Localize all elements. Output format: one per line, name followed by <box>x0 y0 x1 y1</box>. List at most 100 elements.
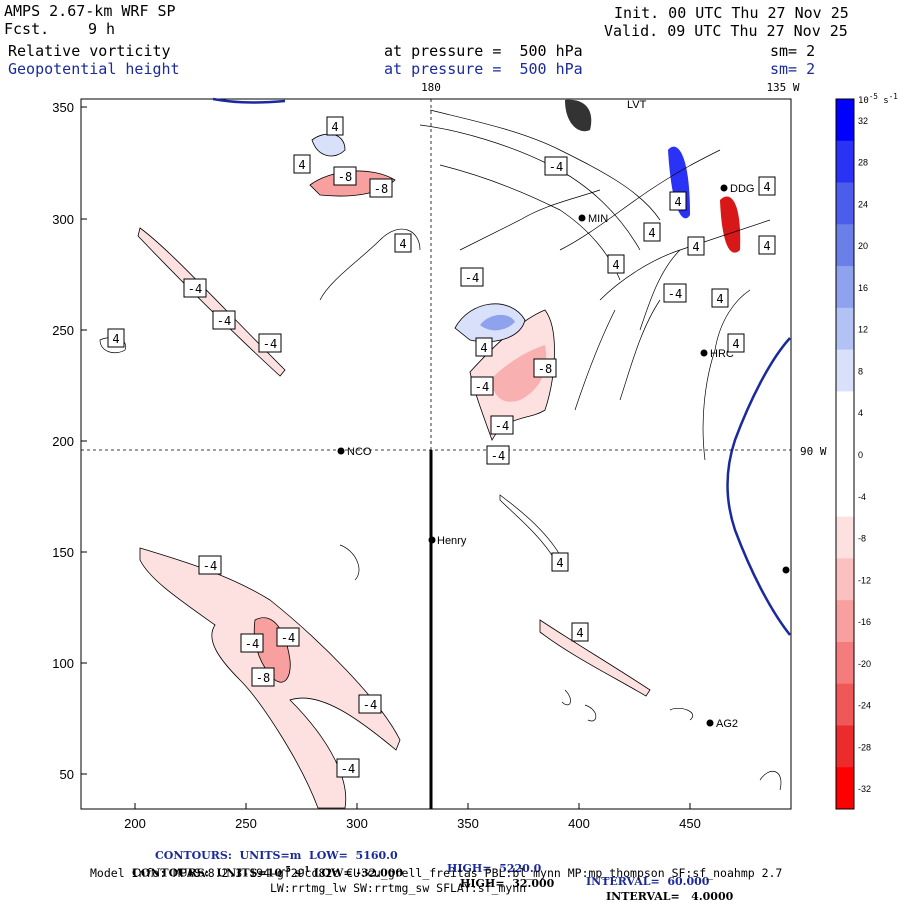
map-frame <box>80 98 792 810</box>
y-tick-label: 200 <box>52 434 74 449</box>
station-dot <box>782 566 790 574</box>
contour-label: 4 <box>648 226 655 240</box>
contour-label: -4 <box>203 559 217 573</box>
contour-label: 4 <box>674 195 681 209</box>
contour-label: -8 <box>338 170 352 184</box>
contour-label-box <box>490 415 514 435</box>
station-dot <box>700 349 708 357</box>
contour-label-box <box>394 233 412 253</box>
contour-label: 4 <box>576 626 583 640</box>
station-label: Henry <box>437 535 467 547</box>
contour-label: -4 <box>491 449 505 463</box>
footer-line1: CONTOURS: UNITS=m LOW= 5160.0 HIGH= 5220… <box>155 849 710 888</box>
init-time: Init. 00 UTC Thu 27 Nov 25 <box>614 4 849 22</box>
contour-label: 4 <box>112 332 119 346</box>
contour-label: -8 <box>538 362 552 376</box>
x-tick-label: 250 <box>235 816 257 831</box>
x-tick-label: 300 <box>346 816 368 831</box>
contour-label-box <box>240 633 264 653</box>
contour-label: 4 <box>331 120 338 134</box>
contour-label-box <box>571 622 589 642</box>
y-tick-label: 150 <box>52 545 74 560</box>
y-tick-label: 100 <box>52 656 74 671</box>
contour-label-box <box>533 358 557 378</box>
y-tick-label: 50 <box>60 767 74 782</box>
contour-label: -4 <box>263 337 277 351</box>
contour-label: -4 <box>245 637 259 651</box>
contour-label-box <box>758 176 776 196</box>
contour-label: -4 <box>281 631 295 645</box>
contour-label-box <box>727 333 745 353</box>
x-tick-label: 350 <box>457 816 479 831</box>
contour-label-box <box>486 445 510 465</box>
contour-label-box <box>276 627 300 647</box>
station-dot <box>578 214 586 222</box>
axis-ticks <box>81 106 691 809</box>
contour-label: 4 <box>480 341 487 355</box>
contour-label: 4 <box>692 240 699 254</box>
contour-label: 4 <box>298 158 305 172</box>
contour-label: -4 <box>188 282 202 296</box>
field1-name: Relative vorticity <box>8 42 171 60</box>
forecast-label: Fcst. <box>4 20 50 38</box>
geopotential-contours <box>212 97 791 636</box>
contour-label-box <box>551 552 569 572</box>
station-label: MIN <box>588 213 608 225</box>
meridian-135w-label: 135 W <box>766 81 799 94</box>
y-axis-labels: 350 300 250 200 150 100 50 <box>52 100 74 782</box>
contour-label: 4 <box>763 180 770 194</box>
station-dot <box>720 184 728 192</box>
x-tick-label: 400 <box>568 816 590 831</box>
contour-label-box <box>258 333 282 353</box>
contour-label-box <box>183 278 207 298</box>
valid-time: Valid. 09 UTC Thu 27 Nov 25 <box>604 22 848 40</box>
x-axis-labels: 200 250 300 350 400 450 <box>124 816 701 831</box>
model-info: Model Info: MPASv8.2.3-194-gf29cd82c CU:… <box>90 866 783 880</box>
contour-label: -4 <box>495 419 509 433</box>
x-tick-label: 450 <box>679 816 701 831</box>
forecast-hour: 9 h <box>88 20 116 38</box>
field2-name: Geopotential height <box>8 60 180 78</box>
field1-level: at pressure = 500 hPa <box>384 42 583 60</box>
contour-label-box <box>758 235 776 255</box>
contour-label-box <box>212 310 236 330</box>
contour-label: -4 <box>465 271 479 285</box>
contour-label: 4 <box>612 258 619 272</box>
contour-label-box <box>643 222 661 242</box>
smoothing1: sm= 2 <box>770 42 816 60</box>
contour-label-box <box>251 667 275 687</box>
model-info-physics: LW:rrtmg_lw SW:rrtmg_sw SFLAY:sf_mynn <box>270 881 527 895</box>
contour-label: -8 <box>374 182 388 196</box>
parallel-90w-label: 90 W <box>800 445 827 458</box>
contour-label: 4 <box>716 292 723 306</box>
station-label: NCO <box>347 446 372 458</box>
contour-label: 4 <box>399 237 406 251</box>
contour-label: -4 <box>475 380 489 394</box>
station-label: LVT <box>627 99 647 111</box>
footer-line2: CONTOURS: UNITS=10-5 s-1 LOW= -32.000 HI… <box>132 864 734 903</box>
contour-label-box <box>687 236 705 256</box>
x-tick-label: 200 <box>124 816 146 831</box>
station-label: DDG <box>730 183 754 195</box>
contour-label-box <box>198 555 222 575</box>
station-dot <box>337 447 345 455</box>
y-tick-label: 250 <box>52 323 74 338</box>
contour-label: 4 <box>732 337 739 351</box>
meridian-180-label: 180 <box>421 81 441 94</box>
contour-label-box <box>326 116 344 136</box>
stations: NCO Henry MIN LVT DDG HRC AG2 <box>337 99 790 730</box>
field2-level: at pressure = 500 hPa <box>384 60 583 78</box>
contour-label-box <box>369 178 393 198</box>
contour-label: 4 <box>556 556 563 570</box>
contour-label-box <box>711 288 729 308</box>
contour-label: -8 <box>256 671 270 685</box>
contour-label-box <box>607 254 625 274</box>
contour-label-box <box>336 758 360 778</box>
contour-label-box <box>470 376 494 396</box>
contour-label: -4 <box>668 287 682 301</box>
contour-label-box <box>669 191 687 211</box>
contour-label: 4 <box>763 239 770 253</box>
meridian-labels: 180 135 W 90 W <box>421 81 827 458</box>
smoothing2: sm= 2 <box>770 60 816 78</box>
